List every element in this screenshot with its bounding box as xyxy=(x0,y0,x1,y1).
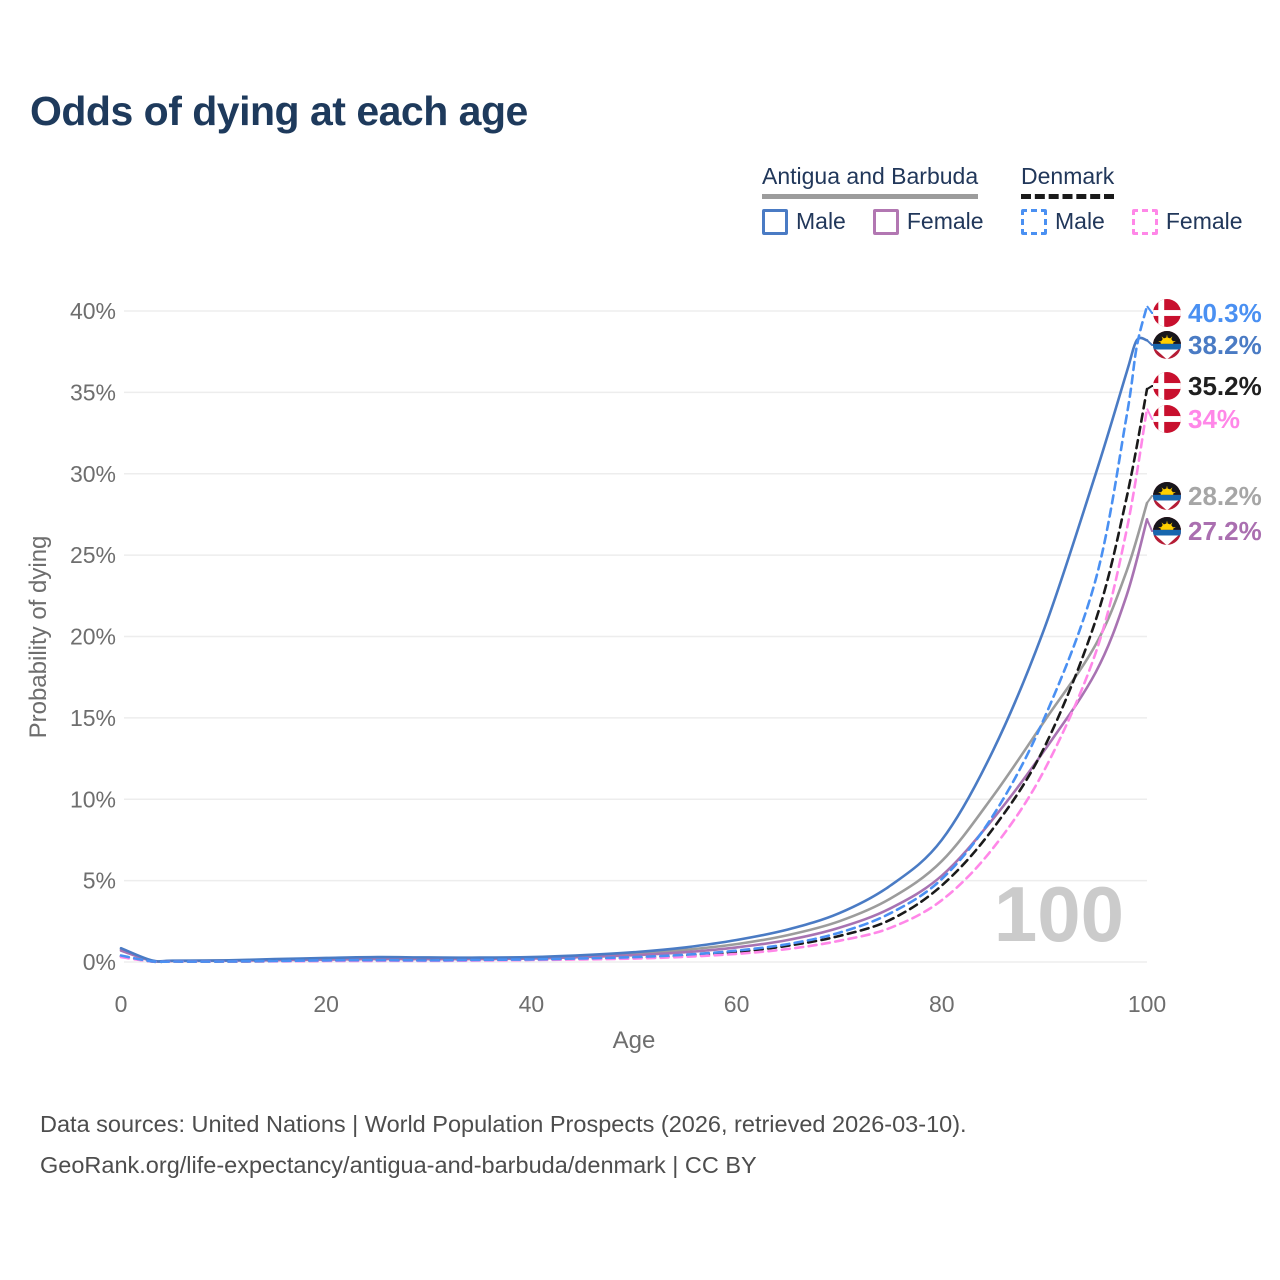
series-line-antigua-male xyxy=(119,336,1149,963)
y-tick-label: 15% xyxy=(70,705,116,731)
legend-group-title-denmark[interactable]: Denmark xyxy=(1021,163,1115,199)
legend-group-title-antigua[interactable]: Antigua and Barbuda xyxy=(762,163,979,199)
label-connector-antigua-female xyxy=(1146,518,1154,532)
x-tick-label: 80 xyxy=(929,991,955,1017)
footer-source-line: Data sources: United Nations | World Pop… xyxy=(40,1111,967,1137)
legend-label-denmark-female: Female xyxy=(1165,208,1243,234)
flag-icon-antigua-and-barbuda xyxy=(1153,482,1181,510)
legend-item-denmark-male[interactable]: Male xyxy=(1021,208,1105,235)
legend-items-denmark: Male Female xyxy=(1021,208,1243,235)
legend-group-antigua: Antigua and Barbuda Male Female xyxy=(762,163,984,235)
legend-swatch-denmark-male xyxy=(1021,208,1047,235)
x-tick-label: 100 xyxy=(1128,991,1166,1017)
x-tick-label: 0 xyxy=(115,991,128,1017)
legend-swatch-antigua-male xyxy=(762,208,788,235)
y-tick-label: 0% xyxy=(83,949,116,975)
y-tick-label: 5% xyxy=(83,868,116,894)
end-value-label-antigua-both: 28.2% xyxy=(1188,481,1262,511)
flag-icon-denmark xyxy=(1153,299,1181,327)
label-connector-denmark-female xyxy=(1146,408,1154,420)
legend-label-antigua-male: Male xyxy=(796,208,846,234)
y-tick-label: 25% xyxy=(70,542,116,568)
x-tick-label: 60 xyxy=(724,991,750,1017)
y-tick-label: 20% xyxy=(70,624,116,650)
legend-item-antigua-male[interactable]: Male xyxy=(762,208,846,235)
label-connector-denmark-male xyxy=(1146,305,1154,314)
legend-label-denmark-male: Male xyxy=(1055,208,1105,234)
end-value-label-denmark-both: 35.2% xyxy=(1188,371,1262,401)
y-axis-title: Probability of dying xyxy=(25,536,52,739)
legend-swatch-antigua-female xyxy=(872,208,899,235)
x-tick-label: 40 xyxy=(519,991,545,1017)
flag-icon-antigua-and-barbuda xyxy=(1153,517,1181,545)
y-tick-label: 30% xyxy=(70,461,116,487)
end-value-label-antigua-male: 38.2% xyxy=(1188,330,1262,360)
legend-group-denmark: Denmark Male Female xyxy=(1021,163,1243,235)
y-tick-label: 40% xyxy=(70,298,116,324)
footer-link-line: GeoRank.org/life-expectancy/antigua-and-… xyxy=(40,1152,757,1178)
y-tick-label: 35% xyxy=(70,379,116,405)
series-line-denmark-male xyxy=(119,304,1149,964)
page-title: Odds of dying at each age xyxy=(30,88,528,134)
label-connector-antigua-both xyxy=(1146,495,1154,504)
footer: Data sources: United Nations | World Pop… xyxy=(40,1104,967,1186)
x-axis-title: Age xyxy=(613,1027,656,1054)
end-value-label-denmark-female: 34% xyxy=(1188,404,1240,434)
flag-icon-denmark xyxy=(1153,372,1181,400)
legend-item-antigua-female[interactable]: Female xyxy=(872,208,984,235)
flag-icon-antigua-and-barbuda xyxy=(1153,331,1181,359)
flag-icon-denmark xyxy=(1153,405,1181,433)
end-value-label-denmark-male: 40.3% xyxy=(1188,298,1262,328)
age-watermark: 100 xyxy=(994,870,1124,958)
legend-swatch-denmark-female xyxy=(1131,208,1158,235)
x-tick-label: 20 xyxy=(313,991,339,1017)
label-connector-denmark-both xyxy=(1146,385,1154,390)
legend-label-antigua-female: Female xyxy=(906,208,984,234)
label-connector-antigua-male xyxy=(1146,339,1154,346)
end-value-label-antigua-female: 27.2% xyxy=(1188,516,1262,546)
legend-items-antigua: Male Female xyxy=(762,208,984,235)
y-tick-label: 10% xyxy=(70,786,116,812)
legend-item-denmark-female[interactable]: Female xyxy=(1131,208,1243,235)
